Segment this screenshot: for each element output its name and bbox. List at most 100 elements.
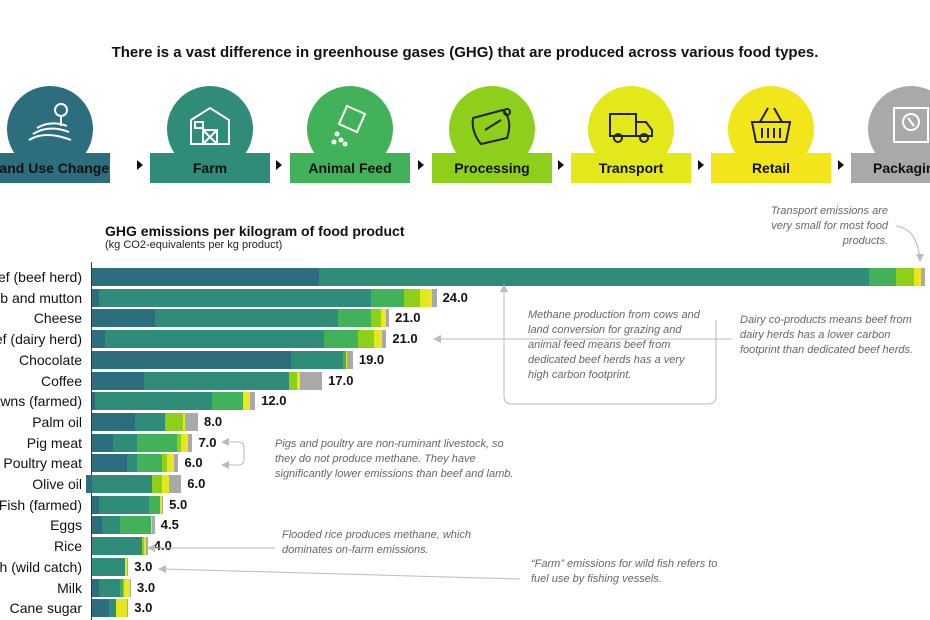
bar-segment-land-use-change [92,433,113,452]
value-label: 4.5 [160,517,179,533]
category-label: Fish (farmed) [0,496,82,513]
value-label: 3.0 [137,579,156,595]
bar-segment-packaging [386,309,390,328]
category-label: Rice [53,538,82,555]
stacked-bar [92,350,353,369]
bar-segment-processing [142,537,144,556]
bar-segment-land-use-change [92,371,144,390]
bar-segment-packaging [188,433,193,452]
bar-segment-animal-feed [149,495,161,514]
bar-segment-animal-feed [136,454,162,473]
note-pigs: Pigs and poultry are non-ruminant livest… [275,438,514,480]
bar-segment-packaging [151,516,155,535]
bar-segment-farm [154,309,338,328]
stage-processing: Processing [432,86,552,186]
category-label: Pig meat [26,434,82,451]
bar-segment-farm [143,371,289,390]
chain-arrow [418,160,424,170]
stacked-bar [92,495,164,514]
bar-segment-processing [895,268,914,286]
bar-segment-transport [150,516,152,535]
category-label: Coffee [41,372,82,389]
value-label: 3.0 [134,600,153,616]
stage-label: Retail [711,153,831,183]
bar-segment-packaging [174,454,179,473]
connector-methane [503,288,717,405]
arrowhead-pigs-2 [221,461,229,469]
bar-segment-farm [98,578,120,597]
value-label: 5.0 [169,496,188,512]
bar-segment-transport [182,412,186,431]
note-methane: Methane production from cows and land co… [528,309,700,381]
bar-segment-farm [104,330,324,349]
bar-segment-retail [125,578,130,597]
bar-segment-land-use-change [92,516,102,535]
arrowhead-transport [916,254,924,262]
bar-segment-land-use-change [92,599,109,618]
bar-segment-animal-feed [136,433,178,452]
chart-title: GHG emissions per kilogram of food produ… [105,223,405,239]
bar-segment-farm [319,268,869,286]
bar-segment-land-use-change [92,578,99,597]
bar-segment-animal-feed [869,268,896,286]
bar-segment-packaging [161,495,164,514]
stacked-bar [86,475,182,493]
note-fish: “Farm” emissions for wild fish refers to… [531,558,718,585]
connector-fish [162,568,521,580]
bar-segment-transport [125,557,127,576]
value-label: 6.0 [187,476,206,491]
stacked-bar [92,454,179,473]
stage-label: Packaging [851,153,930,183]
stage-label: Animal Feed [290,153,410,183]
bar-segment-animal-feed [119,578,123,597]
bar-segment-animal-feed [370,288,405,307]
bar-segment-transport [160,495,162,514]
bar-segment-land-use-change [92,288,99,307]
bar-segment-processing [151,475,162,493]
bar-segment-transport [380,309,383,328]
bar-segment-animal-feed [343,350,346,369]
bar-segment-land-use-change [86,475,92,493]
bar-segment-processing [161,454,168,473]
bar-segment-land-use-change [92,268,320,286]
bar-segment-retail [185,433,189,452]
bar-segment-land-use-change [92,309,155,328]
bar-segment-transport [181,433,186,452]
bar-segment-retail [428,288,433,307]
stage-label: Land Use Change [0,153,110,183]
bar-segment-land-use-change [92,412,136,431]
note-dairy: Dairy co-products means beef from dairy … [740,314,914,356]
category-label: Cheese [33,310,82,327]
bar-segment-packaging [185,412,198,431]
bar-segment-retail [917,268,921,286]
category-label: Eggs [50,517,82,534]
bar-segment-packaging [920,268,925,286]
category-label: Beef (dairy herd) [0,331,82,348]
value-label: 21.0 [395,310,421,326]
value-label: 21.0 [392,331,418,347]
bar-segment-farm [94,392,212,411]
bar-segment-land-use-change [92,495,99,514]
bar-segment-farm [91,475,152,493]
bar-segment-farm [291,350,344,369]
stage-transport: Transport [571,86,691,186]
stacked-bar [92,557,129,576]
arrowhead-pigs-1 [221,438,229,446]
note-transport: Transport emissions are very small for m… [770,205,888,247]
bar-segment-packaging [432,288,437,307]
stacked-bar [92,516,155,535]
category-label: Lamb and mutton [0,289,82,306]
bar-segment-animal-feed [211,392,243,411]
category-label: Palm oil [32,413,82,430]
stacked-bar [92,371,323,390]
bar-segment-transport [161,475,169,493]
y-axis-line [91,262,92,620]
bar-segment-processing [122,578,125,597]
bar-segment-farm [126,454,137,473]
category-label: Milk [57,579,82,596]
value-label: 12.0 [261,393,287,409]
arrowhead-rice [147,544,155,552]
arrowhead-dairy [433,335,441,343]
stacked-bar [92,537,148,556]
